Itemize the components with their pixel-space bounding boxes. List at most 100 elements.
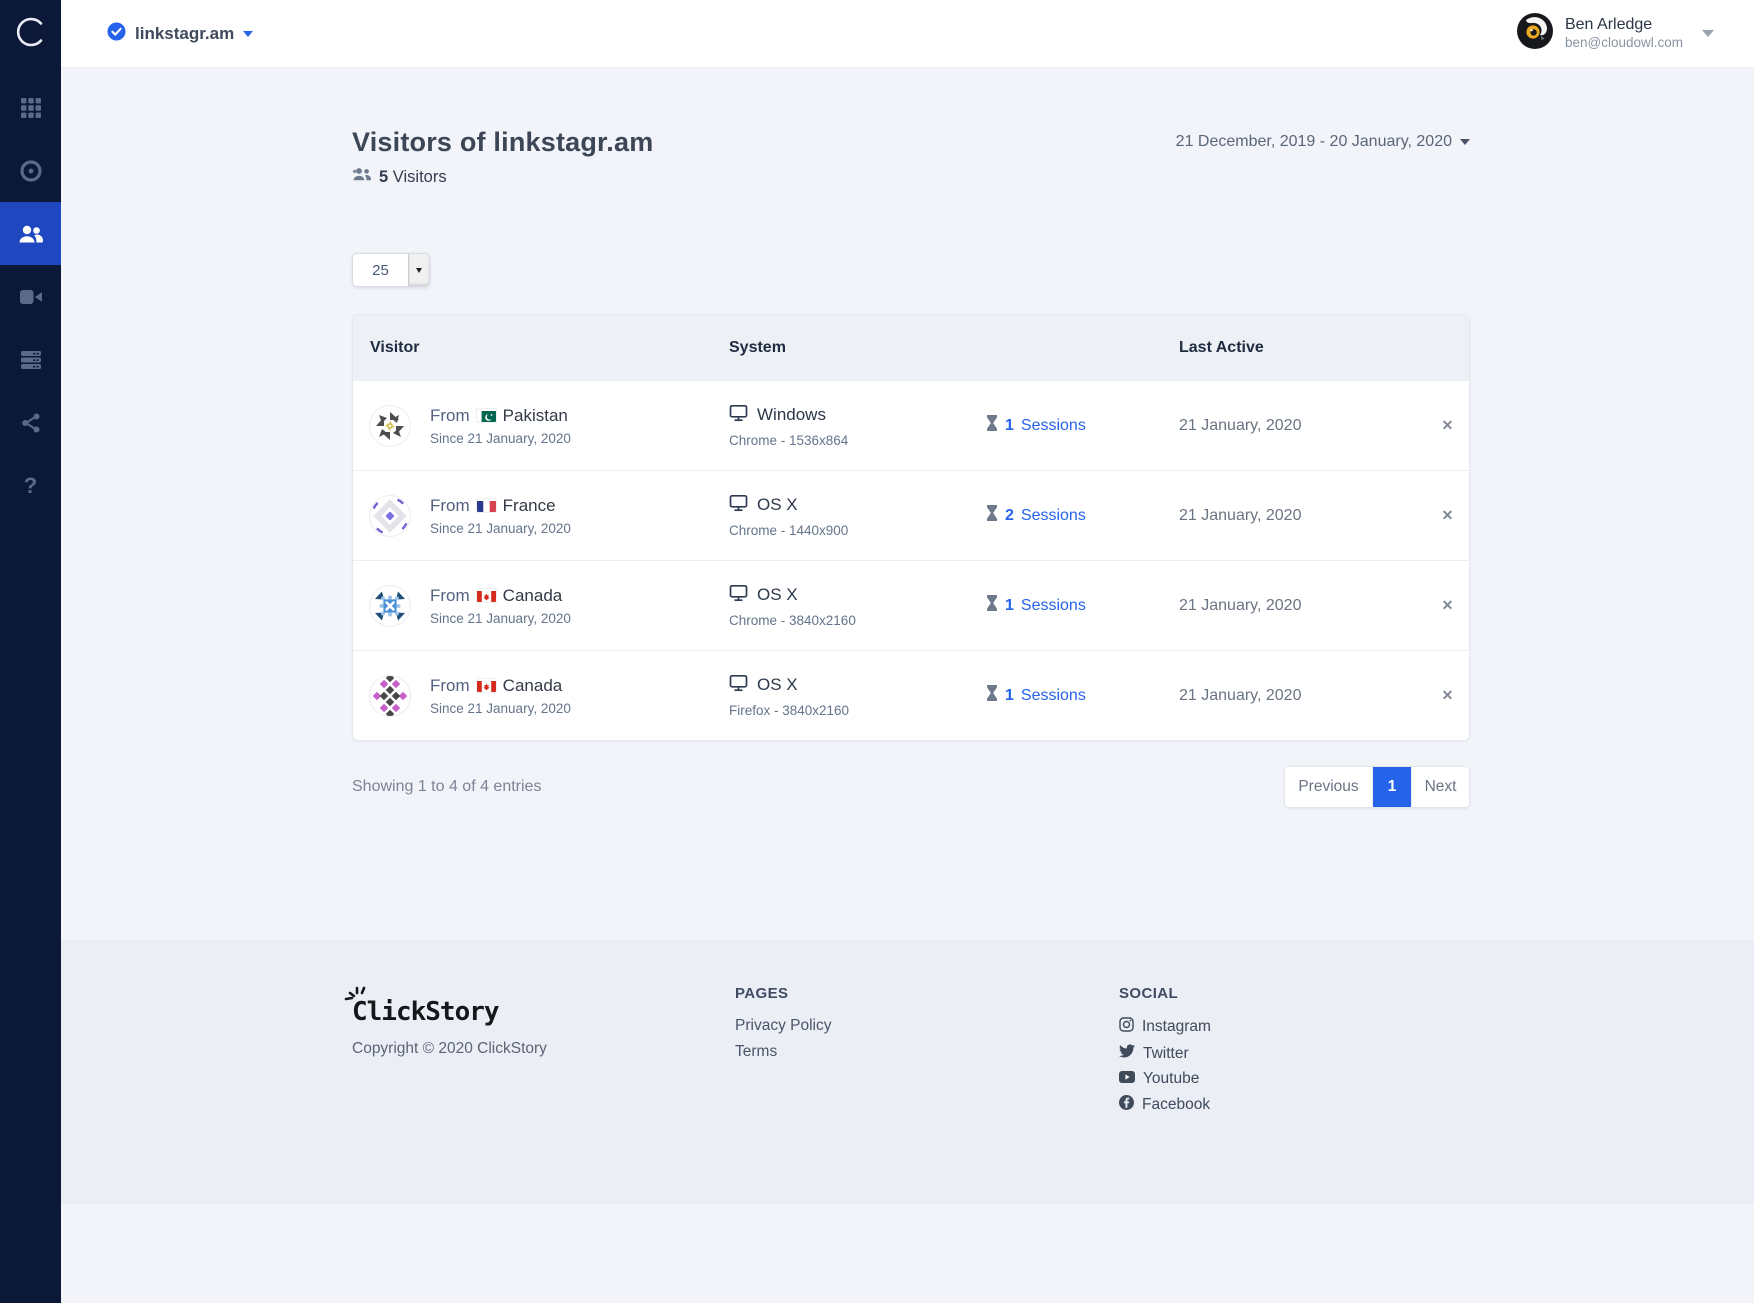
twitter-icon bbox=[1119, 1044, 1135, 1063]
previous-page-button[interactable]: Previous bbox=[1285, 767, 1373, 807]
sessions-label: Sessions bbox=[1020, 506, 1086, 524]
user-menu[interactable]: Ben Arledge ben@cloudowl.com bbox=[1516, 12, 1714, 55]
sessions-link[interactable]: 1 Sessions bbox=[986, 685, 1179, 706]
facebook-link[interactable]: Facebook bbox=[1119, 1095, 1211, 1115]
sidebar-item-recordings[interactable] bbox=[0, 265, 61, 328]
visitor-os: OS X bbox=[757, 495, 798, 514]
sessions-count: 1 bbox=[1005, 416, 1014, 434]
table-row: From Canada bbox=[353, 650, 1469, 740]
monitor-icon bbox=[729, 404, 748, 427]
remove-visitor-button[interactable]: ✕ bbox=[1441, 507, 1454, 523]
sessions-link[interactable]: 2 Sessions bbox=[986, 505, 1179, 526]
date-range-picker[interactable]: 21 December, 2019 - 20 January, 2020 bbox=[1176, 133, 1470, 151]
visitor-country: France bbox=[502, 495, 556, 515]
site-switcher[interactable]: linkstagr.am bbox=[107, 22, 254, 46]
remove-visitor-button[interactable]: ✕ bbox=[1441, 597, 1454, 613]
topbar: linkstagr.am Ben Arledge ben@c bbox=[61, 0, 1754, 68]
social-heading: SOCIAL bbox=[1119, 985, 1179, 1002]
user-name: Ben Arledge bbox=[1564, 16, 1653, 34]
page-1-button[interactable]: 1 bbox=[1373, 767, 1411, 807]
youtube-link[interactable]: Youtube bbox=[1119, 1070, 1211, 1088]
app-logo[interactable] bbox=[0, 0, 61, 68]
visitor-os: Windows bbox=[757, 405, 826, 424]
visitor-count-label: Visitors bbox=[392, 167, 447, 186]
monitor-icon bbox=[729, 674, 748, 697]
pagination: Previous 1 Next bbox=[1284, 766, 1470, 808]
column-header-system: System bbox=[729, 338, 786, 356]
flag-france-icon bbox=[476, 499, 496, 512]
page-head: Visitors of linkstagr.am 5 Visitors bbox=[352, 127, 1470, 187]
question-icon: ? bbox=[23, 472, 38, 498]
sidebar-item-targets[interactable] bbox=[0, 139, 61, 202]
sidebar: ? bbox=[0, 0, 61, 1303]
copyright: Copyright © 2020 ClickStory bbox=[352, 1040, 547, 1057]
remove-visitor-button[interactable]: ✕ bbox=[1441, 417, 1454, 433]
visitor-country: Pakistan bbox=[502, 405, 568, 425]
chevron-down-icon bbox=[1702, 30, 1714, 37]
sidebar-item-share[interactable] bbox=[0, 391, 61, 454]
user-info: Ben Arledge ben@cloudowl.com bbox=[1565, 15, 1683, 52]
sessions-count: 1 bbox=[1005, 596, 1014, 614]
social-label: Instagram bbox=[1142, 1018, 1211, 1035]
site-name: linkstagr.am bbox=[135, 23, 235, 43]
visitor-avatar bbox=[370, 585, 410, 626]
verified-badge-icon bbox=[107, 22, 126, 46]
visitor-count: 5 Visitors bbox=[352, 167, 653, 187]
sessions-link[interactable]: 1 Sessions bbox=[986, 415, 1179, 436]
content: Visitors of linkstagr.am 5 Visitors bbox=[61, 68, 1754, 940]
sidebar-item-data[interactable] bbox=[0, 328, 61, 391]
pages-heading: PAGES bbox=[735, 985, 789, 1002]
flag-canada-icon bbox=[476, 679, 496, 692]
visitor-browser: Chrome - 1536x864 bbox=[729, 432, 849, 448]
footer-pages-column: PAGES Privacy Policy Terms bbox=[735, 985, 1119, 1204]
visitor-browser: Chrome - 1440x900 bbox=[729, 522, 849, 538]
sessions-label: Sessions bbox=[1020, 596, 1086, 614]
from-label: From bbox=[430, 585, 470, 605]
target-icon bbox=[19, 159, 42, 182]
sidebar-item-help[interactable]: ? bbox=[0, 454, 61, 517]
social-label: Twitter bbox=[1143, 1044, 1189, 1062]
avatar bbox=[1516, 12, 1554, 55]
terms-link[interactable]: Terms bbox=[735, 1043, 778, 1060]
next-page-button[interactable]: Next bbox=[1411, 767, 1469, 807]
share-icon bbox=[21, 413, 41, 433]
twitter-link[interactable]: Twitter bbox=[1119, 1044, 1211, 1063]
visitor-os: OS X bbox=[757, 585, 798, 604]
table-header: Visitor System Last Active bbox=[353, 315, 1469, 380]
last-active-date: 21 January, 2020 bbox=[1179, 686, 1302, 704]
visitor-browser: Chrome - 3840x2160 bbox=[729, 612, 856, 628]
sidebar-item-dashboard[interactable] bbox=[0, 76, 61, 139]
visitor-os: OS X bbox=[757, 675, 798, 694]
sidebar-item-visitors[interactable] bbox=[0, 202, 61, 265]
date-range-text: 21 December, 2019 - 20 January, 2020 bbox=[1175, 133, 1452, 150]
sessions-label: Sessions bbox=[1020, 686, 1086, 704]
people-icon bbox=[352, 167, 372, 187]
from-label: From bbox=[430, 675, 470, 695]
footer-logo: ClickStory bbox=[352, 997, 500, 1027]
table-row: From France Since 21 bbox=[353, 470, 1469, 560]
sessions-label: Sessions bbox=[1020, 416, 1086, 434]
hourglass-icon bbox=[986, 685, 998, 706]
instagram-icon bbox=[1119, 1017, 1134, 1037]
instagram-link[interactable]: Instagram bbox=[1119, 1017, 1211, 1037]
visitor-count-number: 5 bbox=[379, 167, 389, 186]
last-active-date: 21 January, 2020 bbox=[1179, 416, 1302, 434]
monitor-icon bbox=[729, 584, 748, 607]
sessions-count: 1 bbox=[1005, 686, 1014, 704]
visitor-since: Since 21 January, 2020 bbox=[430, 520, 571, 536]
flag-canada-icon bbox=[476, 589, 496, 602]
sessions-link[interactable]: 1 Sessions bbox=[986, 595, 1179, 616]
hourglass-icon bbox=[986, 415, 998, 436]
hourglass-icon bbox=[986, 595, 998, 616]
footer: ClickStory Copyright © 2020 ClickStory P… bbox=[61, 940, 1754, 1204]
entries-summary: Showing 1 to 4 of 4 entries bbox=[352, 778, 542, 795]
privacy-policy-link[interactable]: Privacy Policy bbox=[735, 1017, 832, 1034]
per-page-select[interactable]: 25 bbox=[352, 253, 430, 287]
sidebar-nav: ? bbox=[0, 76, 61, 517]
visitors-table: Visitor System Last Active bbox=[352, 314, 1470, 741]
visitor-avatar bbox=[370, 495, 410, 536]
visitor-avatar bbox=[370, 405, 410, 446]
remove-visitor-button[interactable]: ✕ bbox=[1441, 687, 1454, 703]
visitor-since: Since 21 January, 2020 bbox=[430, 700, 571, 716]
